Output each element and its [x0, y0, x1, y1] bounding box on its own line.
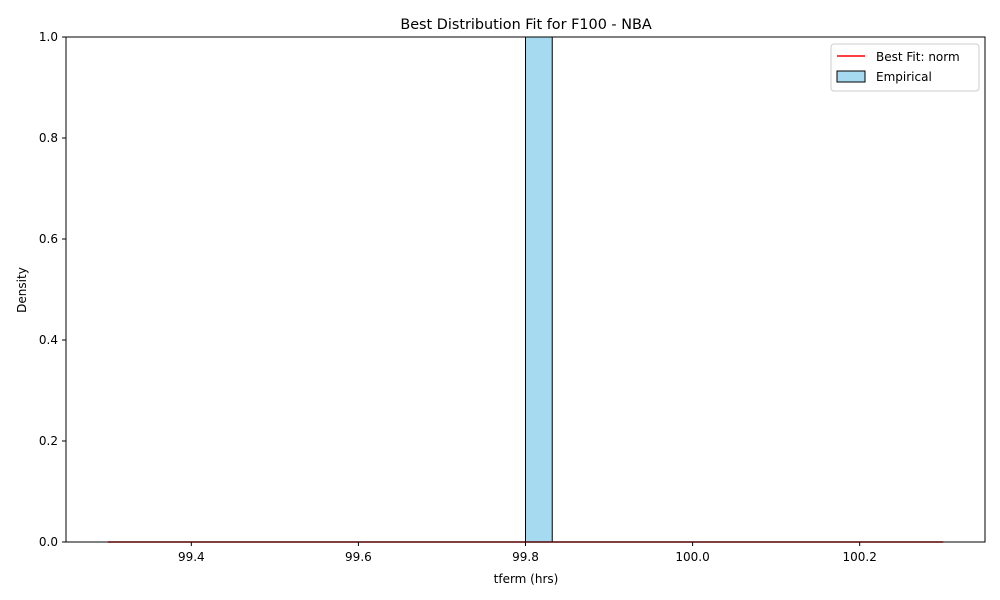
x-tick-label: 99.4: [178, 550, 205, 564]
x-tick-label: 99.8: [512, 550, 539, 564]
histogram-bar: [525, 36, 553, 543]
y-tick-label: 1.0: [39, 30, 58, 44]
legend-empirical-label: Empirical: [876, 70, 932, 84]
plot-area: [65, 36, 986, 543]
x-axis-label: tferm (hrs): [494, 572, 559, 586]
y-tick-label: 0.8: [39, 131, 58, 145]
legend: Best Fit: norm Empirical: [830, 43, 980, 92]
y-tick-label: 0.2: [39, 434, 58, 448]
chart-title: Best Distribution Fit for F100 - NBA: [400, 17, 651, 33]
y-axis-label: Density: [15, 267, 29, 313]
y-tick-label: 0.0: [39, 535, 58, 549]
y-tick-label: 0.6: [39, 232, 58, 246]
x-tick-label: 100.0: [675, 550, 709, 564]
x-tick-label: 100.2: [843, 550, 877, 564]
y-tick-label: 0.4: [39, 333, 58, 347]
legend-fit-label: Best Fit: norm: [876, 50, 960, 64]
legend-empirical-swatch: [836, 70, 866, 83]
x-axis: 99.4 99.6 99.8 100.0 100.2: [178, 542, 877, 564]
y-axis: 0.0 0.2 0.4 0.6 0.8 1.0: [39, 30, 66, 549]
x-tick-label: 99.6: [345, 550, 372, 564]
legend-box: [830, 43, 980, 92]
